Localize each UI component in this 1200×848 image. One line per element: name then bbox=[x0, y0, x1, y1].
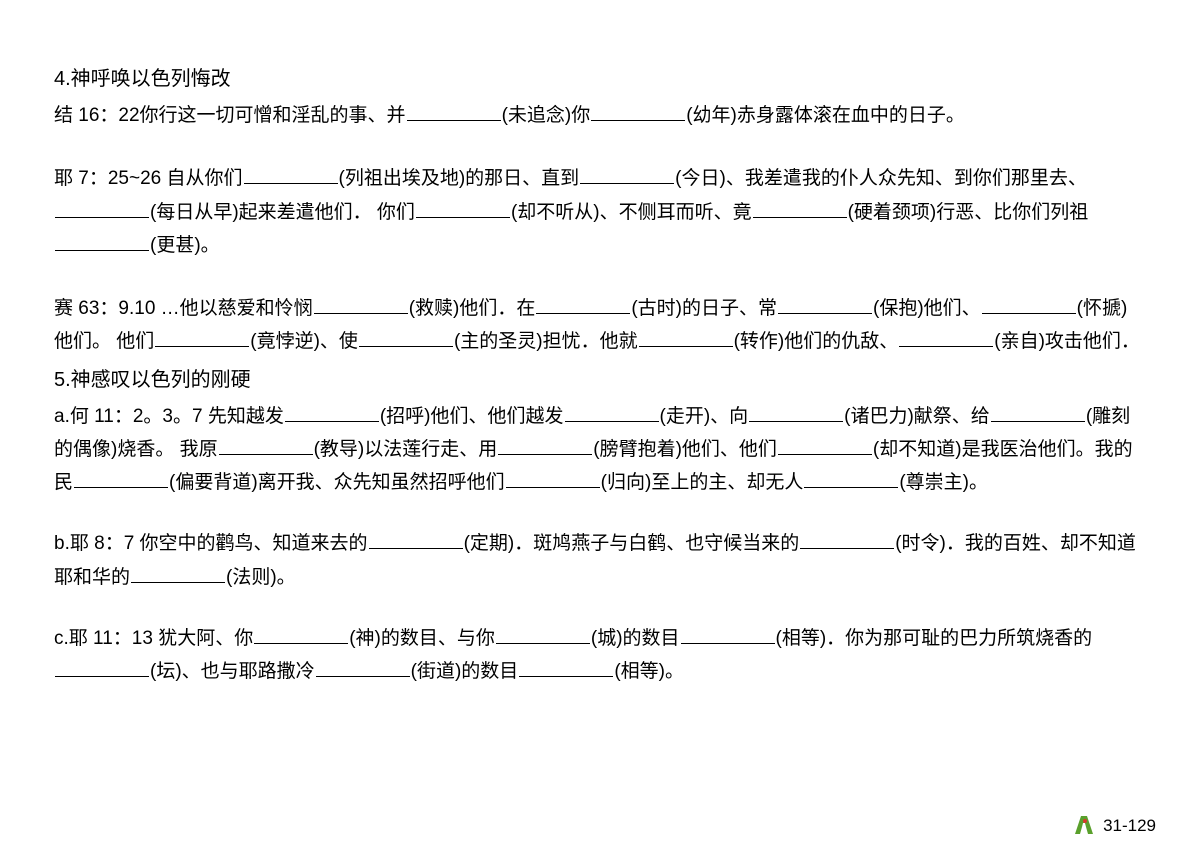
text: (救赎)他们．在 bbox=[409, 298, 536, 319]
blank bbox=[800, 530, 894, 549]
text: (教导)以法莲行走、用 bbox=[314, 439, 498, 460]
text: (走开)、向 bbox=[660, 406, 749, 427]
verse-ref: c.耶 11：13 bbox=[54, 628, 158, 649]
blank bbox=[244, 165, 338, 184]
text: (亲自)攻击他们． bbox=[994, 331, 1140, 352]
verse-ezek-16-22: 结 16：22你行这一切可憎和淫乱的事、并 (未追念)你 (幼年)赤身露体滚在血中的… bbox=[54, 99, 1146, 132]
verse-ref: 结 16：22 bbox=[54, 105, 140, 126]
text: (转作)他们的仇敌、 bbox=[734, 331, 899, 352]
text: (古时)的日子、常 bbox=[631, 298, 777, 319]
blank bbox=[496, 625, 590, 644]
text: (法则)。 bbox=[226, 567, 296, 588]
blank bbox=[580, 165, 674, 184]
blank bbox=[506, 469, 600, 488]
blank bbox=[753, 199, 847, 218]
verse-isa-63-9-10: 赛 63：9.10 …他以慈爱和怜悯 (救赎)他们．在 (古时)的日子、常 (保抱)他… bbox=[54, 292, 1146, 359]
text: (更甚)。 bbox=[150, 235, 220, 256]
blank bbox=[359, 328, 453, 347]
blank bbox=[778, 436, 872, 455]
blank bbox=[131, 564, 225, 583]
text: (定期)．斑鸠燕子与白鹤、也守候当来的 bbox=[464, 533, 800, 554]
text: (归向)至上的主、却无人 bbox=[601, 472, 804, 493]
blank bbox=[498, 436, 592, 455]
blank bbox=[749, 403, 843, 422]
text: 他以慈爱和怜悯 bbox=[180, 298, 313, 319]
text: (今日)、我差遣我的仆人众先知、到你们那里去、 bbox=[675, 168, 1087, 189]
text: 先知越发 bbox=[208, 406, 284, 427]
blank bbox=[899, 328, 993, 347]
text: (主的圣灵)担忧．他就 bbox=[454, 331, 638, 352]
verse-ref: a.何 11：2。3。7 bbox=[54, 406, 208, 427]
text: (膀臂抱着)他们、他们 bbox=[593, 439, 777, 460]
blank bbox=[285, 403, 379, 422]
verse-jer-7-25-26: 耶 7：25~26 自从你们 (列祖出埃及地)的那日、直到 (今日)、我差遣我的仆人… bbox=[54, 162, 1146, 262]
text: (未追念)你 bbox=[502, 105, 591, 126]
blank bbox=[982, 295, 1076, 314]
text: (诸巴力)献祭、给 bbox=[844, 406, 990, 427]
text: (竟悖逆)、使 bbox=[250, 331, 358, 352]
blank bbox=[804, 469, 898, 488]
blank bbox=[991, 403, 1085, 422]
blank bbox=[681, 625, 775, 644]
text: (保抱)他们、 bbox=[873, 298, 981, 319]
text: 自从你们 bbox=[167, 168, 243, 189]
text: (尊崇主)。 bbox=[899, 472, 988, 493]
blank bbox=[407, 102, 501, 121]
blank bbox=[55, 232, 149, 251]
text: (相等)。 bbox=[614, 661, 684, 682]
verse-jer-8-7: b.耶 8：7 你空中的鹳鸟、知道来去的 (定期)．斑鸠燕子与白鹤、也守候当来的 (… bbox=[54, 527, 1146, 594]
blank bbox=[416, 199, 510, 218]
verse-hos-11: a.何 11：2。3。7 先知越发 (招呼)他们、他们越发 (走开)、向 (诸巴力)献… bbox=[54, 400, 1146, 500]
blank bbox=[254, 625, 348, 644]
text: (列祖出埃及地)的那日、直到 bbox=[339, 168, 580, 189]
verse-jer-11-13: c.耶 11：13 犹大阿、你 (神)的数目、与你 (城)的数目 (相等)．你为那可耻… bbox=[54, 622, 1146, 689]
text: 你行这一切可憎和淫乱的事、并 bbox=[140, 105, 406, 126]
blank bbox=[155, 328, 249, 347]
text: (每日从早)起来差遣他们． 你们 bbox=[150, 202, 415, 223]
blank bbox=[591, 102, 685, 121]
text: (偏要背道)离开我、众先知虽然招呼他们 bbox=[169, 472, 505, 493]
text: 犹大阿、你 bbox=[158, 628, 253, 649]
blank bbox=[536, 295, 630, 314]
verse-ref: 赛 63：9.10 … bbox=[54, 298, 180, 319]
blank bbox=[74, 469, 168, 488]
blank bbox=[316, 658, 410, 677]
text: 你空中的鹳鸟、知道来去的 bbox=[140, 533, 368, 554]
blank bbox=[55, 658, 149, 677]
text: (城)的数目 bbox=[591, 628, 680, 649]
text: (相等)．你为那可耻的巴力所筑烧香的 bbox=[776, 628, 1093, 649]
blank bbox=[314, 295, 408, 314]
section-5: 5.神感叹以色列的刚硬 a.何 11：2。3。7 先知越发 (招呼)他们、他们越发… bbox=[54, 363, 1146, 689]
footer: 31-129 bbox=[1071, 812, 1156, 836]
text: (却不听从)、不侧耳而听、竟 bbox=[511, 202, 752, 223]
verse-ref: b.耶 8：7 bbox=[54, 533, 140, 554]
logo-icon bbox=[1071, 812, 1097, 836]
heading-5: 5.神感叹以色列的刚硬 bbox=[54, 363, 1146, 398]
text: (招呼)他们、他们越发 bbox=[380, 406, 564, 427]
section-4: 4.神呼唤以色列悔改 结 16：22你行这一切可憎和淫乱的事、并 (未追念)你 (幼… bbox=[54, 62, 1146, 359]
text: (幼年)赤身露体滚在血中的日子。 bbox=[686, 105, 965, 126]
blank bbox=[778, 295, 872, 314]
text: (街道)的数目 bbox=[411, 661, 519, 682]
blank bbox=[565, 403, 659, 422]
text: (神)的数目、与你 bbox=[349, 628, 495, 649]
page-number: 31-129 bbox=[1103, 817, 1156, 836]
blank bbox=[519, 658, 613, 677]
text: (硬着颈项)行恶、比你们列祖 bbox=[848, 202, 1089, 223]
text: (坛)、也与耶路撒冷 bbox=[150, 661, 315, 682]
blank bbox=[219, 436, 313, 455]
blank bbox=[369, 530, 463, 549]
blank bbox=[55, 199, 149, 218]
heading-4: 4.神呼唤以色列悔改 bbox=[54, 62, 1146, 97]
blank bbox=[639, 328, 733, 347]
verse-ref: 耶 7：25~26 bbox=[54, 168, 167, 189]
